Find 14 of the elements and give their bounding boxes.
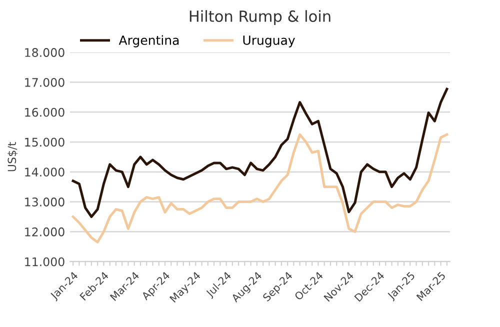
- y-tick-label: 11.000: [25, 257, 64, 266]
- y-tick-label: 16.000: [25, 108, 64, 117]
- legend-label: Argentina: [118, 35, 179, 48]
- legend-label: Uruguay: [243, 36, 295, 48]
- line-series: [72, 88, 448, 218]
- y-tick-label: 18.000: [25, 48, 64, 57]
- y-axis-title: US$/t: [8, 142, 18, 172]
- y-tick-label: 15.000: [25, 138, 64, 147]
- y-tick-label: 14.000: [25, 168, 64, 177]
- y-tick-label: 12.000: [25, 227, 64, 236]
- line-series: [72, 133, 448, 244]
- y-tick-label: 17.000: [25, 78, 64, 87]
- chart-title: Hilton Rump & loin: [190, 10, 330, 25]
- y-tick-label: 13.000: [25, 198, 64, 206]
